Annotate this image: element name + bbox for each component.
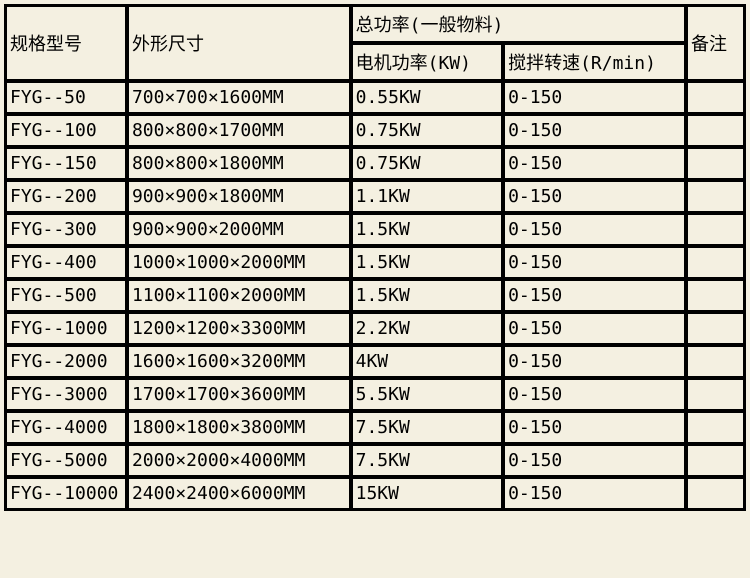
cell-motor_power: 1.5KW xyxy=(352,247,502,278)
cell-model: FYG--400 xyxy=(6,247,126,278)
cell-model: FYG--5000 xyxy=(6,445,126,476)
cell-stir_speed: 0-150 xyxy=(504,445,685,476)
col-model: 规格型号 xyxy=(6,6,126,80)
cell-stir_speed: 0-150 xyxy=(504,247,685,278)
cell-model: FYG--3000 xyxy=(6,379,126,410)
cell-model: FYG--200 xyxy=(6,181,126,212)
cell-motor_power: 4KW xyxy=(352,346,502,377)
cell-model: FYG--2000 xyxy=(6,346,126,377)
col-dimensions: 外形尺寸 xyxy=(128,6,350,80)
cell-remark xyxy=(687,214,744,245)
cell-motor_power: 5.5KW xyxy=(352,379,502,410)
cell-dimensions: 1200×1200×3300MM xyxy=(128,313,350,344)
cell-dimensions: 2400×2400×6000MM xyxy=(128,478,350,509)
cell-motor_power: 0.55KW xyxy=(352,82,502,113)
cell-model: FYG--4000 xyxy=(6,412,126,443)
spec-table: 规格型号 外形尺寸 总功率(一般物料) 备注 电机功率(KW) 搅拌转速(R/m… xyxy=(4,4,746,511)
cell-stir_speed: 0-150 xyxy=(504,346,685,377)
cell-remark xyxy=(687,346,744,377)
cell-dimensions: 1800×1800×3800MM xyxy=(128,412,350,443)
cell-motor_power: 1.5KW xyxy=(352,214,502,245)
cell-motor_power: 1.1KW xyxy=(352,181,502,212)
cell-stir_speed: 0-150 xyxy=(504,412,685,443)
cell-stir_speed: 0-150 xyxy=(504,379,685,410)
table-row: FYG--10001200×1200×3300MM2.2KW0-150 xyxy=(6,313,744,344)
cell-model: FYG--500 xyxy=(6,280,126,311)
table-row: FYG--100800×800×1700MM0.75KW0-150 xyxy=(6,115,744,146)
cell-model: FYG--50 xyxy=(6,82,126,113)
cell-remark xyxy=(687,115,744,146)
cell-remark xyxy=(687,280,744,311)
table-row: FYG--200900×900×1800MM1.1KW0-150 xyxy=(6,181,744,212)
table-header: 规格型号 外形尺寸 总功率(一般物料) 备注 电机功率(KW) 搅拌转速(R/m… xyxy=(6,6,744,80)
cell-model: FYG--100 xyxy=(6,115,126,146)
cell-dimensions: 1000×1000×2000MM xyxy=(128,247,350,278)
cell-model: FYG--300 xyxy=(6,214,126,245)
cell-stir_speed: 0-150 xyxy=(504,148,685,179)
table-body: FYG--50700×700×1600MM0.55KW0-150FYG--100… xyxy=(6,82,744,509)
col-remark: 备注 xyxy=(687,6,744,80)
cell-model: FYG--150 xyxy=(6,148,126,179)
cell-stir_speed: 0-150 xyxy=(504,115,685,146)
cell-remark xyxy=(687,445,744,476)
table-row: FYG--30001700×1700×3600MM5.5KW0-150 xyxy=(6,379,744,410)
cell-remark xyxy=(687,313,744,344)
cell-remark xyxy=(687,181,744,212)
cell-motor_power: 15KW xyxy=(352,478,502,509)
cell-model: FYG--10000 xyxy=(6,478,126,509)
table-row: FYG--5001100×1100×2000MM1.5KW0-150 xyxy=(6,280,744,311)
cell-dimensions: 1700×1700×3600MM xyxy=(128,379,350,410)
cell-motor_power: 7.5KW xyxy=(352,412,502,443)
cell-stir_speed: 0-150 xyxy=(504,313,685,344)
table-row: FYG--20001600×1600×3200MM4KW0-150 xyxy=(6,346,744,377)
cell-dimensions: 900×900×1800MM xyxy=(128,181,350,212)
table-row: FYG--50700×700×1600MM0.55KW0-150 xyxy=(6,82,744,113)
col-power-group: 总功率(一般物料) xyxy=(352,6,685,42)
cell-remark xyxy=(687,379,744,410)
table-row: FYG--50002000×2000×4000MM7.5KW0-150 xyxy=(6,445,744,476)
table-row: FYG--4001000×1000×2000MM1.5KW0-150 xyxy=(6,247,744,278)
cell-dimensions: 2000×2000×4000MM xyxy=(128,445,350,476)
cell-stir_speed: 0-150 xyxy=(504,181,685,212)
table-row: FYG--300900×900×2000MM1.5KW0-150 xyxy=(6,214,744,245)
table-row: FYG--150800×800×1800MM0.75KW0-150 xyxy=(6,148,744,179)
cell-motor_power: 0.75KW xyxy=(352,115,502,146)
cell-stir_speed: 0-150 xyxy=(504,280,685,311)
cell-remark xyxy=(687,478,744,509)
cell-motor_power: 7.5KW xyxy=(352,445,502,476)
cell-dimensions: 800×800×1700MM xyxy=(128,115,350,146)
cell-stir_speed: 0-150 xyxy=(504,478,685,509)
cell-motor_power: 1.5KW xyxy=(352,280,502,311)
cell-dimensions: 700×700×1600MM xyxy=(128,82,350,113)
cell-dimensions: 800×800×1800MM xyxy=(128,148,350,179)
cell-stir_speed: 0-150 xyxy=(504,82,685,113)
cell-remark xyxy=(687,82,744,113)
cell-remark xyxy=(687,247,744,278)
cell-motor_power: 2.2KW xyxy=(352,313,502,344)
cell-remark xyxy=(687,148,744,179)
cell-remark xyxy=(687,412,744,443)
cell-model: FYG--1000 xyxy=(6,313,126,344)
table-row: FYG--100002400×2400×6000MM15KW0-150 xyxy=(6,478,744,509)
col-motor-power: 电机功率(KW) xyxy=(352,44,502,80)
cell-dimensions: 900×900×2000MM xyxy=(128,214,350,245)
table-row: FYG--40001800×1800×3800MM7.5KW0-150 xyxy=(6,412,744,443)
cell-motor_power: 0.75KW xyxy=(352,148,502,179)
cell-dimensions: 1100×1100×2000MM xyxy=(128,280,350,311)
cell-dimensions: 1600×1600×3200MM xyxy=(128,346,350,377)
cell-stir_speed: 0-150 xyxy=(504,214,685,245)
col-stir-speed: 搅拌转速(R/min) xyxy=(504,44,685,80)
